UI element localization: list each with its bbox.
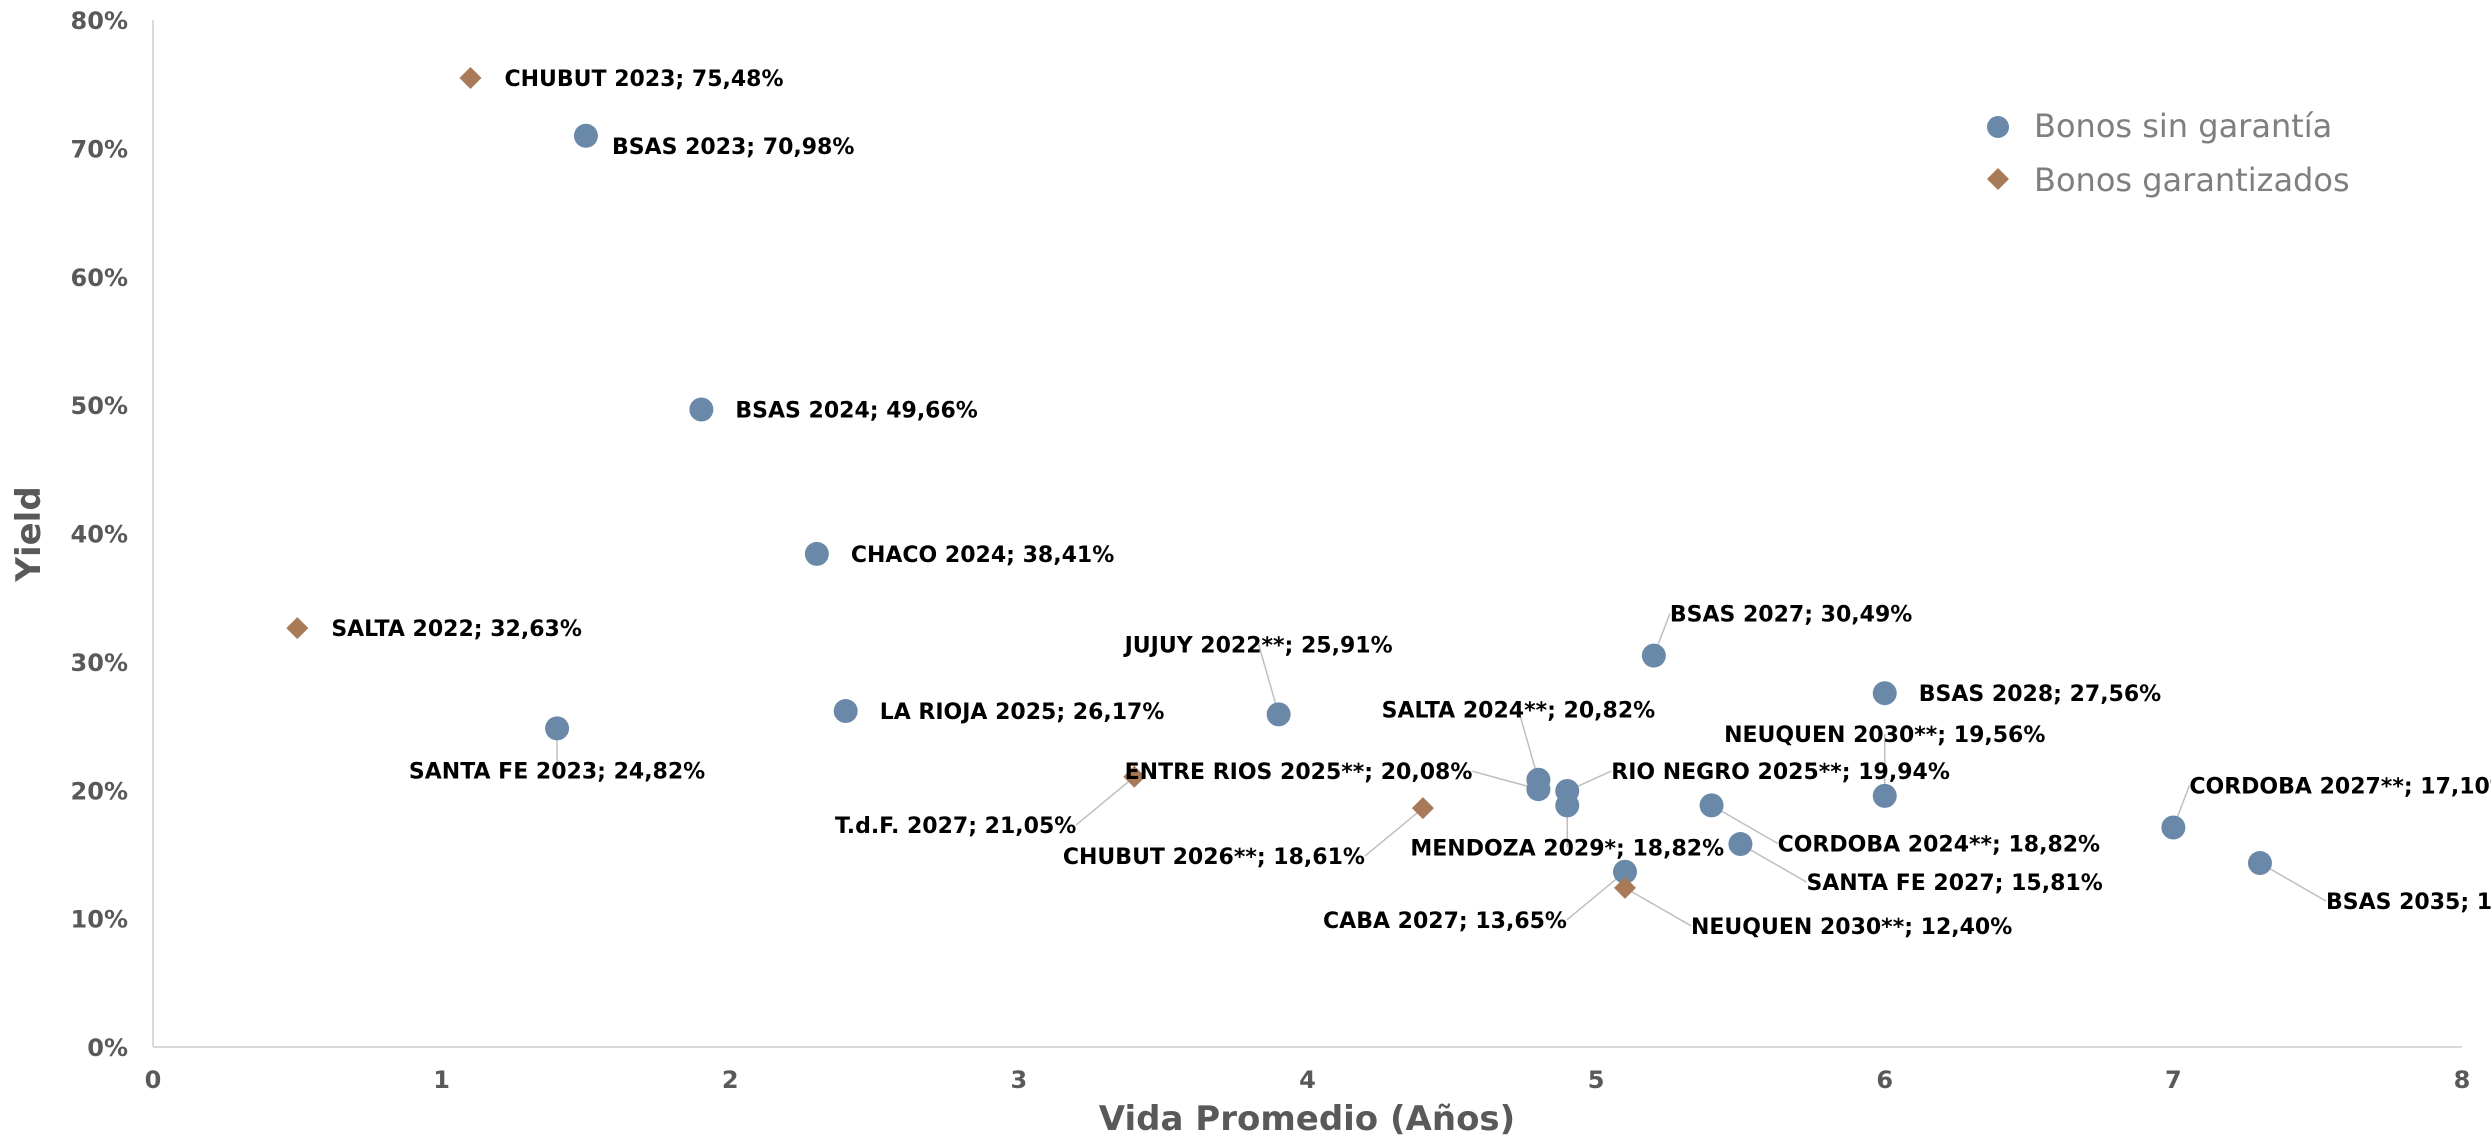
y-tick-label: 40% — [71, 521, 128, 549]
data-label: RIO NEGRO 2025**; 19,94% — [1611, 760, 1950, 785]
data-labels: BSAS 2023; 70,98% BSAS 2024; 49,66% CHACO … — [331, 67, 2491, 940]
data-label: BSAS 2027; 30,49% — [1670, 603, 1912, 628]
data-point-sin-garantia — [1728, 832, 1753, 857]
y-tick-label: 30% — [71, 649, 128, 677]
data-label: MENDOZA 2029*; 18,82% — [1410, 836, 1724, 861]
x-tick-label: 1 — [433, 1066, 450, 1094]
data-label: CHUBUT 2026**; 18,61% — [1063, 845, 1365, 870]
data-point-sin-garantia — [1526, 777, 1551, 802]
data-label: CABA 2027; 13,65% — [1323, 909, 1567, 934]
leader-line — [1740, 843, 1807, 883]
x-tick-label: 8 — [2454, 1066, 2471, 1094]
x-tick-label: 0 — [145, 1066, 162, 1094]
data-label: NEUQUEN 2030**; 19,56% — [1724, 723, 2045, 748]
x-tick-label: 7 — [2165, 1066, 2182, 1094]
leader-line — [1711, 804, 1778, 845]
data-label: ENTRE RIOS 2025**; 20,08% — [1125, 760, 1473, 785]
data-label: CORDOBA 2027**; 17,10% — [2189, 774, 2491, 799]
legend: Bonos sin garantía Bonos garantizados — [1987, 107, 2350, 199]
data-point-sin-garantia — [804, 541, 829, 566]
data-label: CORDOBA 2024**; 18,82% — [1778, 832, 2101, 857]
leader-line — [1257, 644, 1280, 715]
data-point-garantizado — [1411, 797, 1434, 820]
data-point-sin-garantia — [1266, 702, 1291, 727]
y-tick-labels: 0% 10% 20% 30% 40% 50% 60% 70% 80% — [71, 7, 128, 1062]
y-tick-label: 60% — [71, 264, 128, 292]
data-label: LA RIOJA 2025; 26,17% — [880, 700, 1165, 725]
data-label: BSAS 2024; 49,66% — [735, 398, 977, 423]
data-point-sin-garantia — [1699, 793, 1724, 818]
legend-label-garantizados: Bonos garantizados — [2034, 161, 2350, 199]
leader-line — [1364, 807, 1424, 857]
x-tick-label: 3 — [1011, 1066, 1028, 1094]
y-axis-title: Yield — [9, 486, 49, 582]
data-label: BSAS 2035; 14,33% — [2326, 890, 2491, 915]
data-label: SALTA 2024**; 20,82% — [1382, 699, 1656, 724]
y-tick-label: 0% — [87, 1034, 128, 1062]
x-tick-label: 5 — [1588, 1066, 1605, 1094]
data-point-sin-garantia — [1641, 643, 1666, 668]
y-tick-label: 10% — [71, 906, 128, 934]
y-tick-label: 80% — [71, 7, 128, 35]
data-point-sin-garantia — [2161, 815, 2186, 840]
data-point-sin-garantia — [1555, 793, 1580, 818]
data-label: JUJUY 2022**; 25,91% — [1123, 633, 1393, 658]
data-label: SANTA FE 2027; 15,81% — [1806, 871, 2102, 896]
x-tick-label: 2 — [722, 1066, 739, 1094]
y-tick-label: 70% — [71, 135, 128, 163]
legend-label-sin-garantia: Bonos sin garantía — [2034, 107, 2332, 145]
data-label: SANTA FE 2023; 24,82% — [409, 759, 705, 784]
x-tick-label: 4 — [1299, 1066, 1316, 1094]
data-point-sin-garantia — [2247, 851, 2272, 876]
data-point-garantizado — [1123, 765, 1146, 788]
y-tick-label: 50% — [71, 392, 128, 420]
data-label: CHUBUT 2023; 75,48% — [504, 67, 783, 92]
data-label: BSAS 2023; 70,98% — [612, 135, 854, 160]
leader-line — [2259, 862, 2327, 902]
data-label: T.d.F. 2027; 21,05% — [835, 814, 1076, 839]
y-tick-label: 20% — [71, 777, 128, 805]
data-markers — [286, 67, 2272, 899]
data-point-garantizado — [286, 617, 309, 640]
data-point-sin-garantia — [1872, 783, 1897, 808]
data-point-sin-garantia — [1872, 681, 1897, 706]
data-point-garantizado — [459, 67, 482, 90]
data-point-sin-garantia — [1612, 859, 1637, 884]
leader-line — [1075, 776, 1135, 826]
x-axis-title: Vida Promedio (Años) — [1099, 1099, 1515, 1139]
data-label: BSAS 2028; 27,56% — [1919, 682, 2161, 707]
x-tick-label: 6 — [1876, 1066, 1893, 1094]
data-point-sin-garantia — [545, 716, 570, 741]
data-point-sin-garantia — [689, 397, 714, 422]
data-point-sin-garantia — [573, 123, 598, 148]
legend-marker-sin-garantia — [1987, 116, 2009, 138]
data-point-sin-garantia — [833, 699, 858, 724]
data-label: CHACO 2024; 38,41% — [851, 543, 1114, 568]
axes — [152, 20, 2462, 1048]
leader-line — [1517, 709, 1540, 780]
leader-line — [1624, 887, 1692, 927]
data-label: SALTA 2022; 32,63% — [331, 617, 582, 642]
data-point-garantizado — [1613, 876, 1636, 899]
leader-line — [1566, 871, 1626, 921]
data-label: NEUQUEN 2030**; 12,40% — [1691, 915, 2012, 940]
x-tick-labels: 0 1 2 3 4 5 6 7 8 — [145, 1066, 2471, 1094]
legend-marker-garantizados — [1987, 168, 2009, 190]
